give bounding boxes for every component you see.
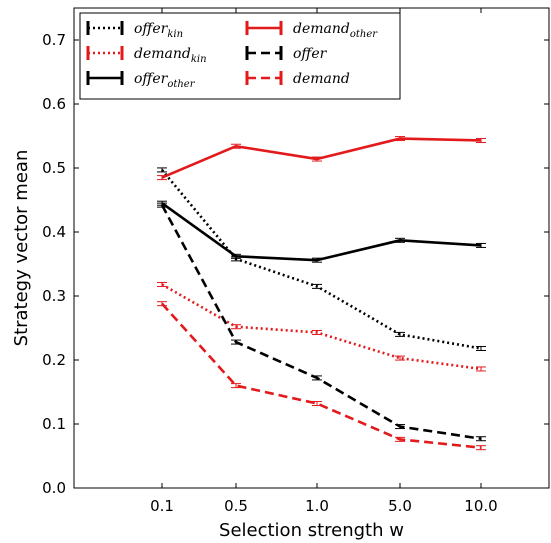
legend-label: offerother xyxy=(134,71,196,90)
series-3 xyxy=(157,136,486,181)
legend-label: demand xyxy=(293,71,350,87)
series-line xyxy=(161,302,482,449)
series-line xyxy=(161,137,482,179)
y-tick-label: 0.1 xyxy=(42,415,66,433)
series-0 xyxy=(157,167,486,351)
plot-frame xyxy=(73,7,550,489)
series-5 xyxy=(157,301,486,451)
y-axis-title: Strategy vector mean xyxy=(11,150,32,347)
series-4 xyxy=(157,202,486,442)
y-tick-label: 0.4 xyxy=(42,223,66,241)
y-tick-label: 0.6 xyxy=(42,95,66,113)
legend: offerkin demandkin offerother demandother of… xyxy=(79,12,401,100)
legend-item: demandkin xyxy=(86,46,207,65)
legend-item: offerkin xyxy=(86,21,183,40)
legend-label: offer xyxy=(293,46,328,62)
legend-item: demandother xyxy=(245,21,378,40)
y-tick-label: 0.2 xyxy=(42,351,66,369)
y-tick-label: 0.5 xyxy=(42,159,66,177)
series-1 xyxy=(157,281,486,372)
x-tick-label: 5.0 xyxy=(388,497,412,515)
x-tick-label: 0.5 xyxy=(224,497,248,515)
series-line xyxy=(161,202,482,262)
y-tick-label: 0.3 xyxy=(42,287,66,305)
x-tick-label: 0.1 xyxy=(150,497,174,515)
legend-item: demand xyxy=(245,71,350,87)
legend-label: demandother xyxy=(293,21,378,40)
legend-label: demandkin xyxy=(134,46,207,65)
series-line xyxy=(160,204,482,441)
legend-label: offerkin xyxy=(134,21,183,40)
x-tick-label: 1.0 xyxy=(305,497,329,515)
legend-item: offerother xyxy=(86,71,196,90)
y-tick-label: 0.0 xyxy=(42,479,66,497)
y-tick-label: 0.7 xyxy=(42,31,66,49)
x-tick-label: 10.0 xyxy=(464,497,497,515)
x-axis-title: Selection strength w xyxy=(219,520,404,541)
series-2 xyxy=(157,200,486,263)
legend-item: offer xyxy=(245,46,328,62)
legend-box xyxy=(79,12,401,100)
